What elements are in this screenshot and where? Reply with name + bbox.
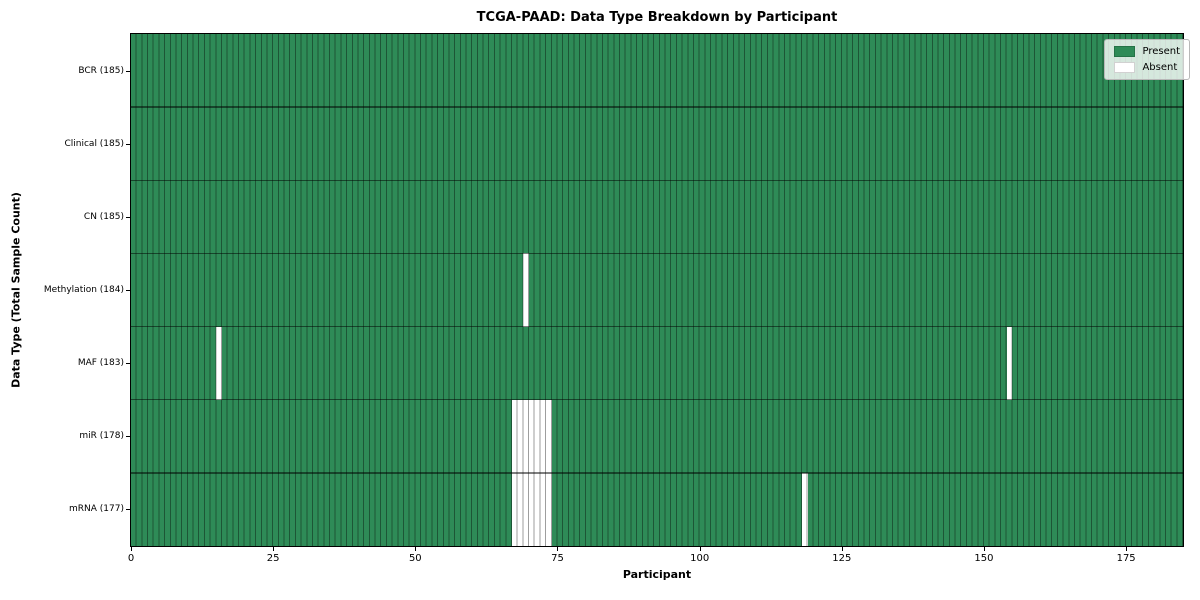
grid-layer: [131, 34, 1183, 546]
absent-cell: [523, 253, 530, 327]
x-tick-mark: [557, 547, 559, 551]
x-tick-label: 50: [408, 553, 422, 564]
absent-cell: [546, 399, 552, 473]
x-tick-mark: [1126, 547, 1128, 551]
legend-label: Present: [1142, 46, 1180, 57]
absent-cell: [802, 472, 808, 546]
absent-cell: [523, 472, 530, 546]
legend-item: Present: [1114, 46, 1180, 57]
row-separator: [131, 472, 1183, 474]
x-tick-label: 125: [832, 553, 852, 564]
x-axis-label: Participant: [622, 568, 692, 581]
plot-area: [130, 33, 1184, 547]
absent-cell: [1006, 326, 1013, 400]
x-tick-mark: [415, 547, 417, 551]
legend-swatch-absent: [1114, 62, 1136, 73]
absent-cell: [216, 326, 222, 400]
absent-cell: [529, 399, 535, 473]
absent-cell: [534, 472, 541, 546]
x-tick-mark: [699, 547, 701, 551]
x-tick-mark: [131, 547, 132, 551]
y-tick-label: Clinical (185): [64, 138, 124, 149]
y-tick-label: mRNA (177): [69, 504, 124, 515]
x-tick-mark: [983, 547, 985, 551]
x-tick-mark: [273, 547, 275, 551]
legend-item: Absent: [1114, 62, 1180, 73]
absent-cell: [529, 472, 535, 546]
absent-cell: [546, 472, 552, 546]
x-tick-label: 150: [974, 553, 994, 564]
y-tick-label: CN (185): [83, 211, 124, 222]
row-separator: [131, 106, 1183, 108]
absent-cell: [517, 399, 524, 473]
y-tick-mark: [125, 143, 130, 145]
y-tick-label: miR (178): [79, 431, 124, 442]
y-tick-label: MAF (183): [77, 358, 124, 369]
y-tick-mark: [125, 363, 130, 365]
absent-cell: [534, 399, 541, 473]
row-separator: [131, 179, 1183, 182]
x-tick-label: 100: [690, 553, 710, 564]
y-tick-label: BCR (185): [78, 65, 124, 76]
row-separator: [131, 398, 1183, 401]
y-axis-label: Data Type (Total Sample Count): [9, 192, 23, 388]
y-tick-mark: [125, 290, 130, 291]
x-tick-label: 25: [266, 553, 280, 564]
legend-label: Absent: [1142, 62, 1178, 73]
absent-cell: [511, 399, 518, 473]
absent-cell: [523, 399, 530, 473]
legend: Present Absent: [1104, 39, 1190, 80]
y-tick-label: Methylation (184): [43, 285, 124, 295]
row-separator: [131, 252, 1183, 255]
absent-cell: [540, 472, 547, 546]
y-tick-mark: [125, 70, 130, 72]
row-separator: [131, 325, 1183, 328]
absent-cell: [511, 472, 518, 546]
absent-cell: [540, 399, 547, 473]
x-tick-label: 75: [551, 553, 564, 564]
bars-layer: [131, 34, 1183, 546]
x-tick-label: 175: [1116, 553, 1136, 564]
x-tick-label: 0: [127, 553, 135, 564]
y-tick-mark: [125, 436, 130, 438]
x-tick-mark: [841, 547, 843, 551]
y-tick-mark: [125, 509, 130, 511]
chart-title: TCGA-PAAD: Data Type Breakdown by Partic…: [476, 10, 838, 25]
absent-cell: [517, 472, 524, 546]
y-tick-mark: [125, 216, 130, 218]
legend-swatch-present: [1114, 46, 1136, 57]
